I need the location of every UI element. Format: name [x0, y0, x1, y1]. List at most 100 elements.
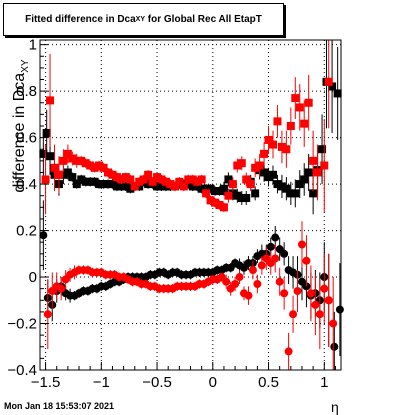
data-point [108, 170, 117, 179]
x-tick-label: 1 [320, 374, 328, 391]
data-point [54, 170, 63, 179]
data-series [39, 40, 344, 370]
data-point [126, 175, 135, 184]
data-point [284, 347, 293, 356]
data-point [86, 177, 95, 186]
data-point [139, 175, 148, 184]
data-point [304, 168, 313, 177]
data-point [295, 103, 304, 112]
data-point [59, 156, 68, 165]
data-point [309, 156, 318, 165]
data-point [211, 198, 220, 207]
data-point [255, 161, 264, 170]
data-point [211, 187, 220, 196]
data-point [112, 182, 121, 191]
data-point [246, 180, 255, 189]
data-point [148, 177, 157, 186]
plot-frame [39, 39, 342, 371]
data-point [39, 231, 48, 240]
data-point [188, 175, 197, 184]
data-point [313, 168, 322, 177]
y-axis-label-sub: XY [20, 59, 32, 73]
data-point [99, 180, 108, 189]
data-point [63, 168, 72, 177]
data-point [50, 163, 59, 172]
data-point [330, 342, 339, 351]
y-tick-label: 0.8 [16, 83, 37, 100]
data-point [121, 182, 130, 191]
data-point [57, 284, 66, 293]
data-point [297, 240, 306, 249]
data-point [318, 145, 327, 154]
data-point [197, 175, 206, 184]
data-point [302, 256, 311, 265]
data-point [300, 175, 309, 184]
data-point [237, 194, 246, 203]
data-point [68, 173, 77, 182]
x-tick-label: −1.5 [31, 374, 61, 391]
series-4 [43, 221, 338, 370]
y-tick-label: 0 [29, 269, 37, 286]
data-point [291, 189, 300, 198]
y-tick-label: 0.2 [16, 223, 37, 240]
data-point [242, 175, 251, 184]
data-point [311, 300, 320, 309]
data-point [117, 175, 126, 184]
timestamp: Mon Jan 18 15:53:07 2021 [4, 401, 115, 411]
y-tick-label: 0.4 [16, 176, 37, 193]
data-point [108, 180, 117, 189]
y-tick-label: −0.4 [7, 362, 37, 379]
grid-lines [40, 40, 341, 371]
data-point [277, 182, 286, 191]
data-point [275, 277, 284, 286]
data-point [104, 180, 113, 189]
series-1 [39, 40, 342, 215]
data-point [153, 182, 162, 191]
data-point [320, 161, 329, 170]
data-point [59, 170, 68, 179]
data-point [144, 170, 153, 179]
data-point [273, 180, 282, 189]
data-point [135, 177, 144, 186]
data-point [260, 168, 269, 177]
data-point [126, 184, 135, 193]
data-point [184, 175, 193, 184]
data-point [144, 180, 153, 189]
data-point [121, 173, 130, 182]
data-point [157, 182, 166, 191]
data-point [215, 201, 224, 209]
data-point [188, 182, 197, 191]
data-point [193, 177, 202, 186]
data-point [206, 196, 215, 205]
data-point [117, 182, 126, 191]
data-point [280, 249, 289, 258]
data-point [46, 96, 55, 105]
chart-title-main: Fitted difference in Dca [25, 14, 136, 25]
chart-title-tail: for Global Rec All EtapT [145, 14, 262, 25]
data-point [206, 184, 215, 193]
data-point [81, 159, 90, 168]
data-point [112, 173, 121, 182]
data-point [280, 289, 289, 298]
data-point [202, 189, 211, 198]
data-point [300, 119, 309, 128]
data-point [46, 152, 55, 161]
data-point [41, 175, 50, 184]
data-point [286, 121, 295, 130]
data-point [224, 175, 233, 184]
data-point [315, 310, 324, 319]
data-point [335, 305, 344, 314]
data-point [306, 289, 315, 298]
data-point [77, 156, 86, 165]
y-tick-label: 0.6 [16, 130, 37, 147]
data-point [215, 187, 224, 196]
data-point [222, 277, 231, 286]
data-point [309, 189, 318, 198]
data-point [233, 191, 242, 200]
data-point [266, 242, 275, 251]
y-tick-label: 1 [29, 37, 37, 54]
data-point [166, 180, 175, 189]
data-point [43, 310, 52, 319]
data-point [304, 98, 313, 107]
